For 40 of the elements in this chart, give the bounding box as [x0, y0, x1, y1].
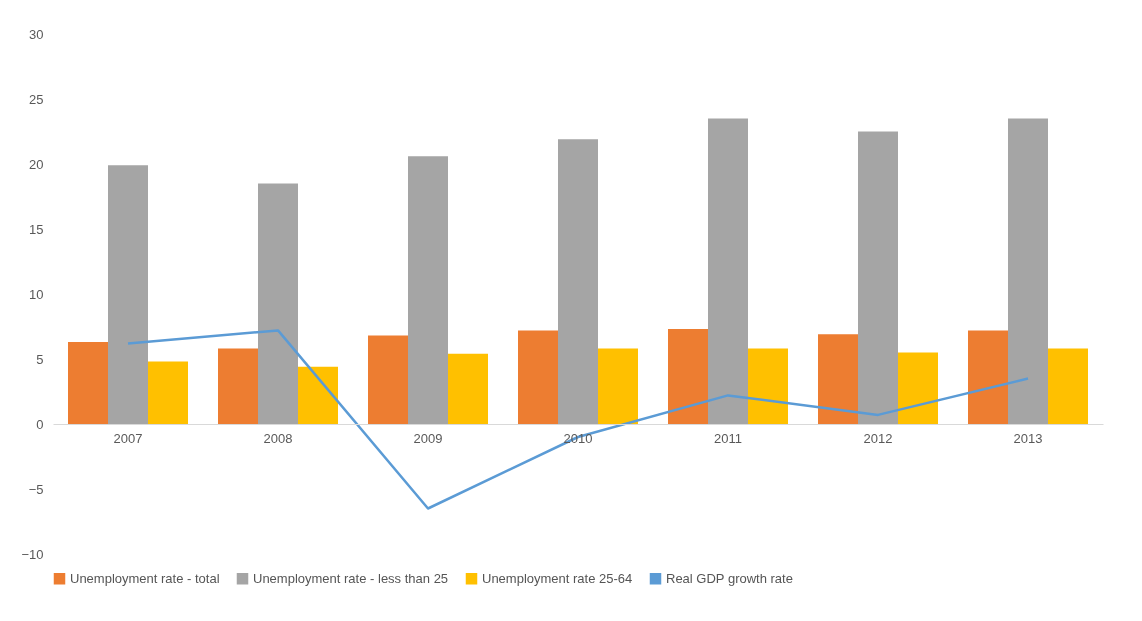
- bar: [1008, 118, 1048, 424]
- bar: [668, 329, 708, 424]
- legend-label: Unemployment rate - total: [70, 570, 220, 586]
- y-tick-label: −10: [21, 546, 44, 562]
- bar: [1048, 348, 1088, 424]
- x-tick-label: 2012: [863, 430, 893, 446]
- legend-label: Real GDP growth rate: [666, 570, 793, 586]
- bar: [708, 118, 748, 424]
- legend-label: Unemployment rate 25-64: [482, 570, 633, 586]
- y-tick-label: 30: [29, 26, 44, 42]
- bar: [108, 165, 148, 424]
- y-tick-label: 5: [36, 351, 44, 367]
- bar: [148, 361, 188, 424]
- x-tick-label: 2013: [1013, 430, 1043, 446]
- bar: [448, 353, 488, 424]
- x-tick-label: 2008: [263, 430, 293, 446]
- bar: [258, 183, 298, 424]
- y-tick-label: −5: [28, 481, 44, 497]
- x-tick-label: 2009: [413, 430, 443, 446]
- x-tick-label: 2011: [714, 430, 742, 446]
- bar: [748, 348, 788, 424]
- y-tick-label: 10: [29, 286, 44, 302]
- bar: [598, 348, 638, 424]
- bar: [218, 348, 258, 424]
- bar: [818, 334, 858, 424]
- bar: [558, 139, 598, 424]
- x-tick-label: 2007: [113, 430, 143, 446]
- bar: [298, 366, 338, 424]
- bar: [368, 335, 408, 424]
- y-tick-label: 15: [29, 221, 44, 237]
- bar: [968, 330, 1008, 424]
- legend-label: Unemployment rate - less than 25: [253, 570, 449, 586]
- bar: [858, 131, 898, 424]
- y-tick-label: 20: [29, 156, 44, 172]
- bar: [408, 156, 448, 424]
- y-tick-label: 25: [29, 91, 44, 107]
- y-tick-label: 0: [36, 416, 44, 432]
- bar: [898, 352, 938, 424]
- bar: [518, 330, 558, 424]
- bar: [68, 342, 108, 424]
